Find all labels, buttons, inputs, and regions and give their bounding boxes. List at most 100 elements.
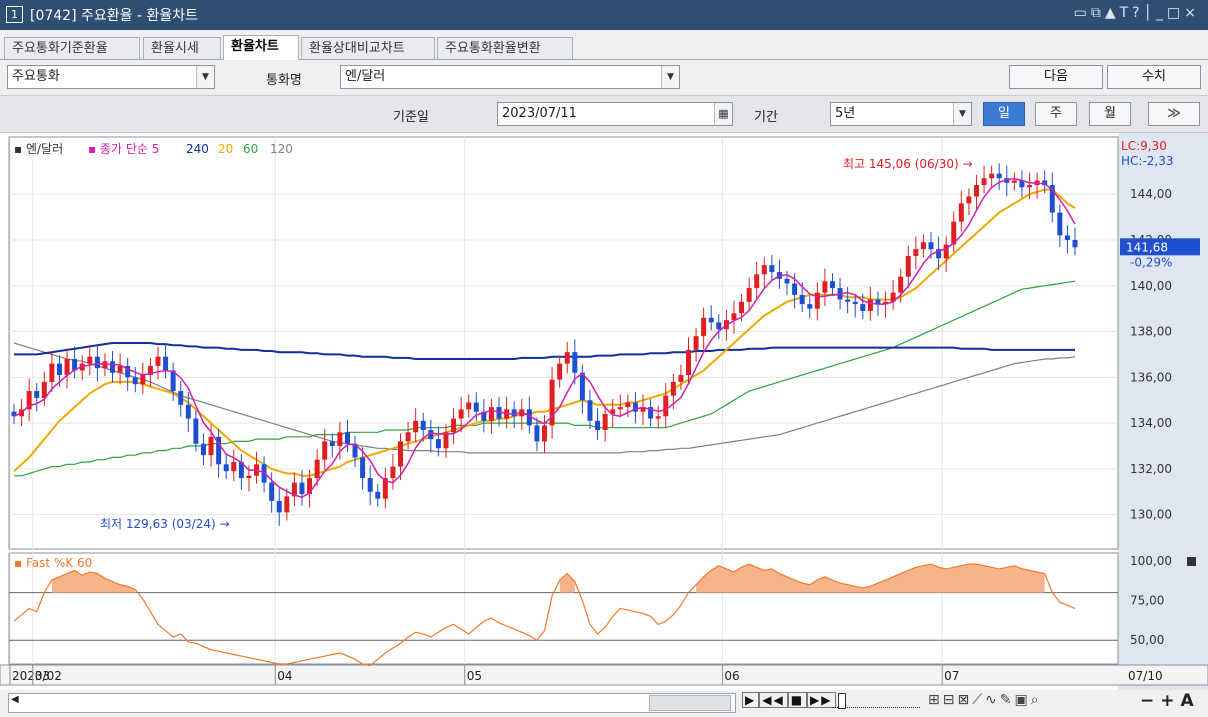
window-tools: ▭⧉▲T?│_□×	[1073, 5, 1200, 21]
maximize-icon[interactable]: □	[1167, 5, 1185, 21]
tab-rate-chart[interactable]: 환율차트	[223, 35, 299, 60]
layout-icon[interactable]: ▭	[1073, 5, 1091, 21]
candle	[799, 294, 805, 305]
stochastic-tick-label: 75,00	[1130, 594, 1164, 608]
save-icon[interactable]: ▣	[1014, 692, 1031, 708]
brush-icon[interactable]: ✎	[999, 692, 1015, 708]
close-icon[interactable]: ×	[1184, 5, 1200, 21]
scroll-thumb[interactable]	[649, 695, 731, 711]
candle	[1057, 212, 1063, 236]
candle	[663, 395, 669, 417]
calendar-icon[interactable]: ▦	[714, 103, 732, 125]
candle	[958, 203, 964, 222]
currency-value: 엔/달러	[345, 69, 386, 84]
candle	[966, 196, 972, 204]
window-split-icon[interactable]: ⊟	[942, 692, 958, 708]
candle	[1064, 235, 1070, 240]
category-select[interactable]: 주요통화 ▼	[7, 65, 215, 89]
minimize-icon[interactable]: _	[1156, 5, 1168, 21]
candle	[572, 352, 578, 373]
y-tick-label: 130,00	[1130, 508, 1172, 522]
next-button[interactable]: 다음	[1009, 65, 1103, 89]
candle	[542, 425, 547, 442]
candle	[26, 391, 32, 410]
chevron-down-icon[interactable]: ▼	[661, 66, 679, 88]
candle	[473, 402, 479, 412]
y-tick-label: 132,00	[1130, 462, 1172, 476]
candle	[579, 372, 585, 401]
candle	[238, 462, 244, 479]
candle	[617, 407, 623, 410]
current-price-label: 141,68	[1126, 240, 1168, 254]
tab-label: 환율차트	[231, 39, 279, 54]
play-icon[interactable]: ▶	[742, 692, 760, 708]
pane-menu-icon	[1187, 557, 1196, 566]
candle	[367, 478, 373, 492]
plus-icon[interactable]: +	[1160, 691, 1181, 711]
candle	[845, 299, 851, 302]
exchange-rate-chart: 144,00142,00140,00138,00136,00134,00132,…	[0, 133, 1208, 690]
candle	[140, 375, 146, 385]
chevron-down-icon[interactable]: ▼	[953, 103, 971, 125]
candle	[602, 413, 608, 430]
tab-label: 주요통화기준환율	[12, 41, 108, 56]
candle	[329, 441, 335, 446]
scroll-left-icon[interactable]: ◀	[11, 694, 19, 705]
high-annotation: 최고 145,06 (06/30) →	[843, 157, 973, 171]
fast-forward-icon[interactable]: ▶▶	[807, 692, 836, 708]
candle	[64, 359, 70, 376]
candle	[56, 363, 62, 376]
crosshair-icon[interactable]: ⊠	[957, 692, 973, 708]
zoom-slider-icon[interactable]	[832, 693, 920, 709]
candle	[746, 288, 752, 302]
base-date-input[interactable]: 2023/07/11 ▦	[497, 102, 733, 126]
currency-select[interactable]: 엔/달러 ▼	[340, 65, 680, 89]
candle	[451, 418, 457, 433]
period-value: 5년	[835, 106, 856, 121]
wave-tool-icon[interactable]: ∿	[985, 692, 1000, 708]
candle	[792, 283, 798, 295]
candle	[87, 356, 93, 364]
tab-rate-converter[interactable]: 주요통화환율변환	[437, 37, 573, 59]
minus-icon[interactable]: −	[1140, 691, 1161, 711]
text-icon[interactable]: T	[1119, 5, 1133, 21]
stop-icon[interactable]: ■	[787, 692, 808, 708]
candle	[822, 281, 828, 293]
candle	[716, 322, 722, 330]
pin-icon[interactable]: ▲	[1104, 5, 1120, 21]
candle	[943, 244, 949, 259]
help-icon[interactable]: ?	[1132, 5, 1144, 21]
candle	[223, 464, 229, 472]
period-weekly-button[interactable]: 주	[1035, 102, 1077, 126]
legend-ma60: 60	[243, 142, 258, 156]
candle	[739, 301, 745, 314]
candle	[110, 361, 116, 373]
tab-major-base-rate[interactable]: 주요통화기준환율	[4, 37, 140, 59]
search-icon[interactable]: ⌕	[1030, 692, 1042, 708]
grid-icon[interactable]: ⊞	[928, 692, 943, 708]
chevron-down-icon[interactable]: ▼	[196, 66, 214, 88]
candle	[632, 402, 638, 412]
lc-label: LC:9,30	[1121, 139, 1167, 153]
double-chevron-right-icon[interactable]: ≫	[1148, 102, 1200, 126]
font-icon[interactable]: A	[1180, 691, 1200, 711]
horizontal-scrollbar[interactable]: ◀	[8, 693, 736, 713]
candle	[163, 356, 169, 371]
candle	[549, 379, 555, 426]
tab-relative-chart[interactable]: 환율상대비교차트	[301, 37, 435, 59]
tab-rate-quote[interactable]: 환율시세	[143, 37, 221, 59]
candle	[973, 185, 979, 197]
x-tick-label: 04	[277, 669, 292, 683]
window-icon[interactable]: ⧉	[1090, 5, 1105, 21]
values-button[interactable]: 수치	[1107, 65, 1201, 89]
candle	[155, 356, 161, 366]
candle	[920, 242, 926, 250]
period-select[interactable]: 5년 ▼	[830, 102, 972, 126]
rewind-icon[interactable]: ◀◀	[759, 692, 788, 708]
line-tool-icon[interactable]: ⟋	[972, 692, 986, 708]
candle	[989, 173, 995, 179]
candle	[246, 475, 252, 479]
period-daily-button[interactable]: 일	[983, 102, 1025, 126]
period-monthly-button[interactable]: 월	[1089, 102, 1131, 126]
candle	[185, 404, 191, 419]
